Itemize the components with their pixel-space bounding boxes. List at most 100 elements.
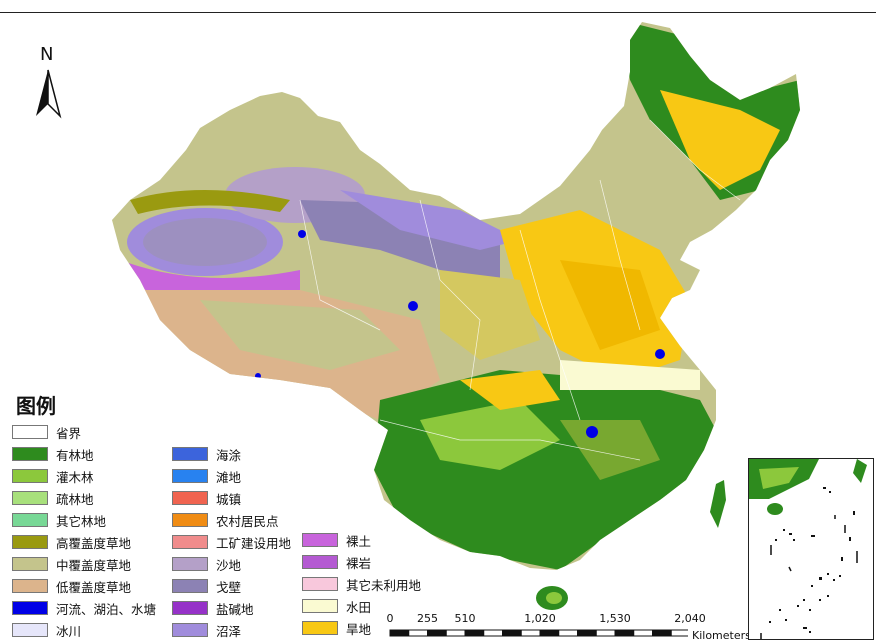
legend-swatch (172, 491, 208, 505)
legend-item: 其它未利用地 (302, 576, 422, 593)
legend-swatch (172, 601, 208, 615)
legend-item: 裸土 (302, 532, 371, 549)
legend-label: 滩地 (216, 469, 242, 485)
legend-swatch (172, 469, 208, 483)
scale-segment (389, 629, 410, 637)
legend-swatch (172, 579, 208, 593)
legend-swatch (12, 623, 48, 637)
legend-swatch (12, 425, 48, 439)
scale-tick-label: 1,530 (599, 612, 631, 625)
legend-label: 沙地 (216, 557, 242, 573)
scale-bar-graphic (389, 629, 688, 637)
legend-label: 工矿建设用地 (216, 535, 292, 551)
legend-item: 戈壁 (172, 578, 242, 595)
top-rule (0, 12, 876, 13)
legend-label: 海涂 (216, 447, 242, 463)
scale-segment (464, 629, 485, 637)
scale-segment (483, 629, 503, 637)
legend-label: 水田 (346, 599, 372, 615)
north-arrow: N (32, 44, 64, 120)
legend-swatch (172, 535, 208, 549)
legend-item: 疏林地 (12, 490, 94, 507)
legend-title: 图例 (16, 394, 56, 418)
legend-item: 旱地 (302, 620, 372, 637)
legend-item: 沙地 (172, 556, 242, 573)
scale-tick-label: 255 (417, 612, 438, 625)
scale-unit: Kilometers (692, 629, 751, 642)
legend-item: 高覆盖度草地 (12, 534, 132, 551)
legend-label: 省界 (56, 425, 82, 441)
scale-segment (427, 629, 447, 637)
scale-segment (614, 629, 635, 637)
scale-segment (652, 629, 672, 637)
legend-swatch (302, 533, 338, 547)
legend-label: 裸岩 (346, 555, 372, 571)
legend-item: 河流、湖泊、水塘 (12, 600, 157, 617)
scale-segment (539, 629, 560, 637)
legend-label: 其它未利用地 (346, 577, 422, 593)
legend-item: 中覆盖度草地 (12, 556, 132, 573)
legend-label: 疏林地 (56, 491, 94, 507)
legend-label: 有林地 (56, 447, 94, 463)
scale-segment (520, 629, 541, 637)
legend-item: 省界 (12, 424, 82, 441)
legend-item: 海涂 (172, 446, 242, 463)
legend-item: 沼泽 (172, 622, 242, 639)
legend-label: 河流、湖泊、水塘 (56, 601, 157, 617)
legend-item: 其它林地 (12, 512, 107, 529)
legend-swatch (12, 491, 48, 505)
legend-label: 戈壁 (216, 579, 242, 595)
legend-item: 盐碱地 (172, 600, 254, 617)
legend-label: 农村居民点 (216, 513, 279, 529)
scale-segment (633, 629, 653, 637)
scale-tick-label: 1,020 (524, 612, 556, 625)
scale-bar: 0 255 510 1,020 1,530 2,040 Kilometers (386, 612, 751, 642)
legend-item: 冰川 (12, 622, 82, 639)
legend-swatch (12, 601, 48, 615)
legend-swatch (302, 555, 338, 569)
legend-swatch (12, 579, 48, 593)
legend-label: 旱地 (346, 621, 372, 637)
legend-label: 高覆盖度草地 (56, 535, 132, 551)
legend-swatch (12, 513, 48, 527)
legend-label: 中覆盖度草地 (56, 557, 132, 573)
scale-segment (558, 629, 578, 637)
legend-swatch (12, 557, 48, 571)
legend-item: 滩地 (172, 468, 242, 485)
legend-item: 城镇 (172, 490, 242, 507)
scale-segment (577, 629, 597, 637)
legend-item: 工矿建设用地 (172, 534, 292, 551)
legend-swatch (12, 469, 48, 483)
legend-label: 冰川 (56, 623, 82, 639)
scale-segment (502, 629, 522, 637)
legend-swatch (12, 447, 48, 461)
legend-item: 裸岩 (302, 554, 372, 571)
legend-swatch (302, 599, 338, 613)
legend-item: 农村居民点 (172, 512, 279, 529)
legend-swatch (172, 513, 208, 527)
legend-swatch (302, 621, 338, 635)
scale-tick-label: 2,040 (674, 612, 706, 625)
north-arrow-icon (36, 69, 62, 119)
scale-segment (670, 629, 688, 637)
legend-swatch (12, 535, 48, 549)
scale-segment (408, 629, 428, 637)
legend-label: 其它林地 (56, 513, 107, 529)
scale-segment (595, 629, 616, 637)
legend-swatch (172, 447, 208, 461)
legend-label: 城镇 (216, 491, 242, 507)
legend-item: 低覆盖度草地 (12, 578, 132, 595)
legend-label: 低覆盖度草地 (56, 579, 132, 595)
scale-segment (445, 629, 466, 637)
legend-item: 灌木林 (12, 468, 94, 485)
legend-label: 盐碱地 (216, 601, 254, 617)
scale-tick-label: 0 (386, 612, 394, 625)
legend-swatch (302, 577, 338, 591)
scale-tick-label: 510 (454, 612, 476, 625)
legend-label: 沼泽 (216, 623, 242, 639)
legend-swatch (172, 623, 208, 637)
inset-map (749, 459, 867, 639)
legend-item: 有林地 (12, 446, 94, 463)
north-label: N (40, 44, 54, 65)
